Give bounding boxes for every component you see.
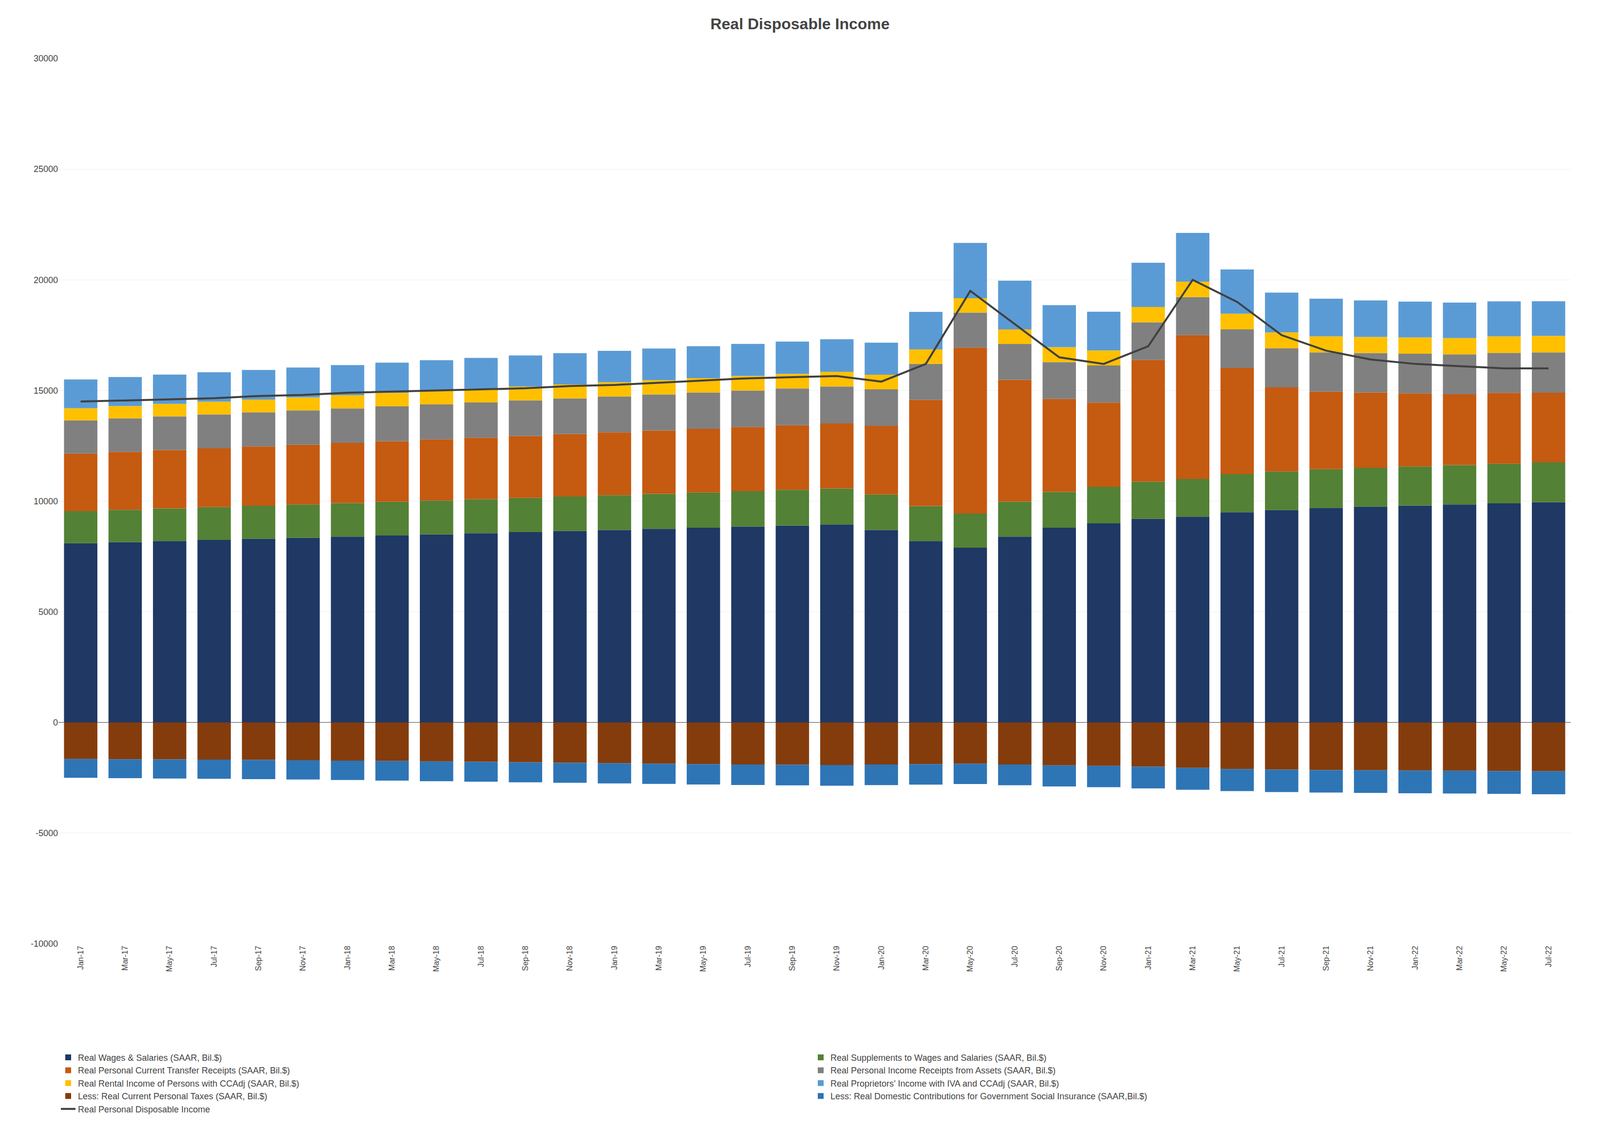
svg-text:0: 0 <box>53 717 58 728</box>
svg-text:Mar-18: Mar-18 <box>387 945 396 971</box>
svg-text:10000: 10000 <box>33 496 58 507</box>
svg-text:Nov-19: Nov-19 <box>832 945 841 971</box>
svg-text:Jul-19: Jul-19 <box>743 945 753 967</box>
svg-text:30000: 30000 <box>33 53 58 64</box>
svg-text:Jan-22: Jan-22 <box>1411 945 1420 970</box>
svg-text:Real Personal Current Transfer: Real Personal Current Transfer Receipts … <box>77 1065 290 1075</box>
svg-text:Jan-20: Jan-20 <box>877 945 886 970</box>
svg-text:Nov-18: Nov-18 <box>565 945 574 971</box>
svg-text:Jan-21: Jan-21 <box>1144 945 1153 970</box>
svg-text:Less: Real Domestic Contributi: Less: Real Domestic Contributions for Go… <box>830 1091 1148 1101</box>
svg-text:Nov-20: Nov-20 <box>1099 945 1108 971</box>
svg-text:Mar-19: Mar-19 <box>654 945 663 971</box>
svg-text:Jan-17: Jan-17 <box>76 945 85 970</box>
svg-text:Nov-21: Nov-21 <box>1366 945 1375 971</box>
svg-text:May-18: May-18 <box>432 945 441 972</box>
svg-text:Jan-18: Jan-18 <box>343 945 352 970</box>
svg-text:May-17: May-17 <box>165 945 174 972</box>
svg-text:May-20: May-20 <box>965 945 975 972</box>
svg-text:Sep-21: Sep-21 <box>1321 945 1331 971</box>
svg-text:Sep-20: Sep-20 <box>1054 945 1064 971</box>
svg-text:Sep-17: Sep-17 <box>254 945 263 971</box>
svg-text:Jul-18: Jul-18 <box>476 945 486 967</box>
svg-text:Jul-20: Jul-20 <box>1010 945 1019 967</box>
svg-text:-5000: -5000 <box>35 828 58 838</box>
svg-text:Less: Real Current Personal Ta: Less: Real Current Personal Taxes (SAAR,… <box>77 1091 268 1101</box>
svg-text:Real Personal Disposable Incom: Real Personal Disposable Income <box>77 1104 210 1114</box>
svg-text:20000: 20000 <box>33 275 58 285</box>
svg-text:Real Proprietors’ Income with: Real Proprietors’ Income with IVA and CC… <box>830 1078 1059 1089</box>
svg-text:Nov-17: Nov-17 <box>298 945 307 971</box>
svg-text:Mar-20: Mar-20 <box>921 945 930 971</box>
svg-text:Mar-17: Mar-17 <box>120 945 130 971</box>
svg-text:5000: 5000 <box>38 606 58 617</box>
svg-text:Jul-17: Jul-17 <box>209 945 219 967</box>
svg-text:Sep-19: Sep-19 <box>788 945 797 971</box>
svg-text:25000: 25000 <box>33 164 58 174</box>
svg-text:Jan-19: Jan-19 <box>610 945 619 970</box>
svg-text:15000: 15000 <box>33 385 58 396</box>
svg-text:May-22: May-22 <box>1499 945 1508 972</box>
svg-text:Real Disposable Income: Real Disposable Income <box>710 15 890 33</box>
svg-text:Mar-21: Mar-21 <box>1188 945 1197 971</box>
svg-text:May-21: May-21 <box>1232 945 1242 972</box>
svg-text:Real Personal Income Receipts: Real Personal Income Receipts from Asset… <box>830 1065 1056 1075</box>
svg-text:Mar-22: Mar-22 <box>1455 945 1464 971</box>
svg-text:Real Rental Income of Persons: Real Rental Income of Persons with CCAdj… <box>77 1078 300 1089</box>
svg-text:Real Wages & Salaries (SAAR, B: Real Wages & Salaries (SAAR, Bil.$) <box>77 1052 222 1063</box>
svg-text:Real Supplements to Wages and: Real Supplements to Wages and Salaries (… <box>830 1052 1047 1063</box>
svg-text:May-19: May-19 <box>698 945 708 972</box>
svg-text:Jul-22: Jul-22 <box>1544 945 1553 967</box>
svg-text:Jul-21: Jul-21 <box>1277 945 1286 967</box>
svg-text:-10000: -10000 <box>30 938 58 949</box>
svg-text:Sep-18: Sep-18 <box>521 945 530 971</box>
